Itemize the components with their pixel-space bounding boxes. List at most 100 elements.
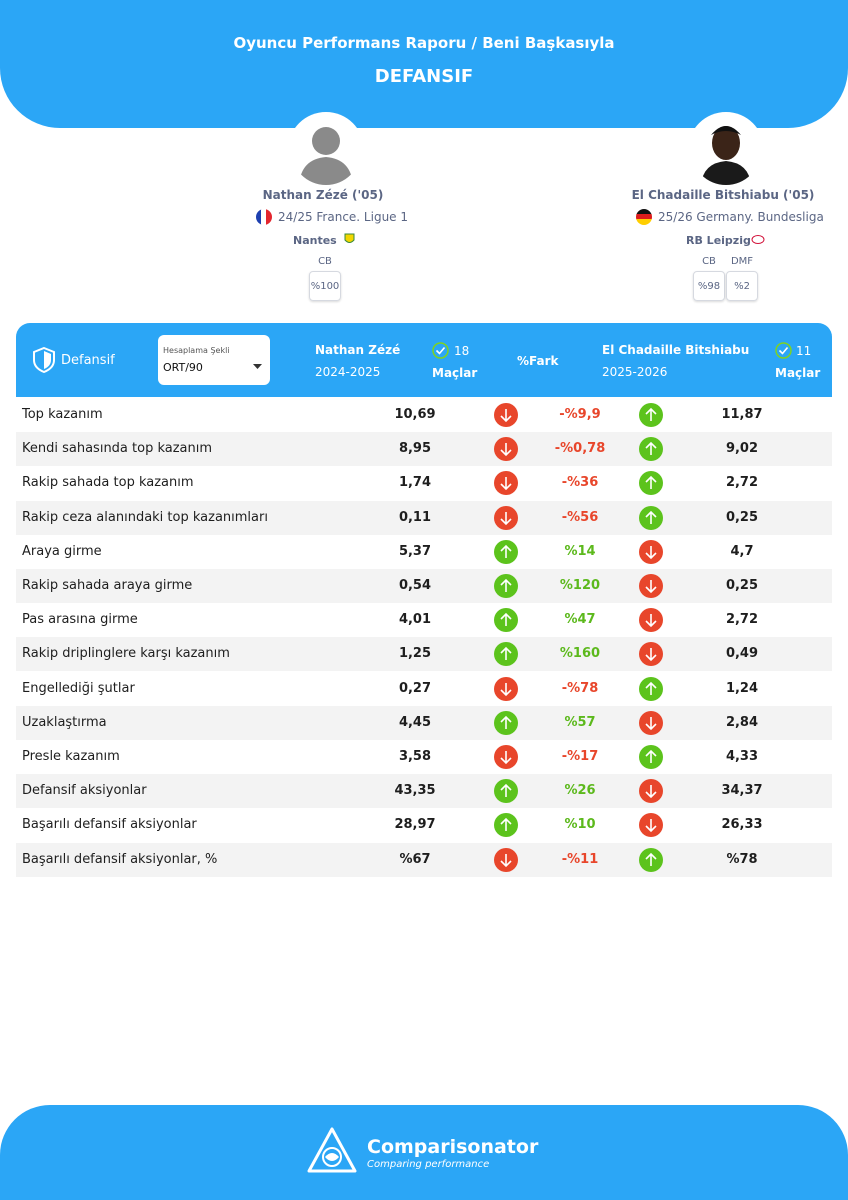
report-subtitle: DEFANSIF — [374, 66, 474, 87]
player1-value: %67 — [399, 851, 431, 867]
matches-label: Maçlar — [432, 366, 478, 380]
arrow-glyph — [500, 647, 512, 661]
player2-value: 4,33 — [725, 749, 759, 764]
position-label: DMF — [730, 256, 754, 267]
player1-value: 10,69 — [394, 407, 436, 422]
arrow-glyph — [645, 749, 657, 763]
arrow-glyph — [645, 442, 657, 456]
player1-value: 4,45 — [398, 714, 432, 730]
arrow-glyph — [500, 477, 512, 491]
team-badge — [344, 233, 355, 243]
arrow-down — [639, 574, 663, 598]
position-share: %100 — [309, 271, 341, 301]
arrow-down — [639, 539, 663, 564]
arrow-glyph — [500, 682, 512, 696]
player2-value: 2,72 — [725, 612, 759, 628]
arrow-down — [639, 608, 663, 633]
diff-value: %47 — [564, 612, 596, 628]
arrow-up — [494, 813, 518, 838]
arrow-down — [639, 779, 663, 804]
metric-label: Presle kazanım — [22, 749, 120, 764]
arrow-up — [639, 847, 663, 872]
diff-value: %10 — [564, 817, 596, 833]
shield-icon — [33, 347, 55, 373]
check-icon — [432, 342, 449, 359]
player2-value: %78 — [726, 851, 758, 867]
player2-value: 11,87 — [721, 407, 763, 422]
diff-value: -%56 — [561, 509, 599, 525]
arrow-glyph — [645, 407, 657, 421]
metric-label: Başarılı defansif aksiyonlar, % — [22, 851, 218, 867]
table-row: Rakip sahada top kazanım 1,74 -%36 2,72 — [16, 466, 832, 500]
position-share: %98 — [693, 271, 725, 301]
arrow-glyph — [500, 853, 512, 867]
arrow-up — [639, 403, 663, 427]
arrow-path — [645, 716, 657, 730]
metric-label: Uzaklaştırma — [22, 714, 107, 730]
report-title: Oyuncu Performans Raporu / Beni Başkasıy… — [233, 34, 615, 52]
arrow-path — [645, 580, 657, 594]
arrow-path — [645, 407, 657, 421]
footer-banner — [0, 1105, 848, 1200]
arrow-glyph — [645, 614, 657, 628]
player1-name: Nathan Zézé — [315, 343, 401, 357]
arrow-glyph — [500, 751, 512, 765]
arrow-up — [639, 745, 663, 769]
player2-value: 0,25 — [725, 509, 759, 525]
arrow-path — [500, 409, 512, 423]
arrow-down — [494, 437, 518, 462]
arrow-glyph — [645, 681, 657, 695]
arrow-path — [645, 614, 657, 628]
player1-value: 1,74 — [398, 475, 432, 491]
arrow-glyph — [645, 785, 657, 799]
metric-label: Pas arasına girme — [22, 612, 138, 628]
metric-label: Rakip sahada top kazanım — [22, 475, 194, 491]
arrow-glyph — [500, 578, 512, 592]
arrow-glyph — [645, 476, 657, 490]
arrow-path — [500, 784, 512, 798]
arrow-path — [500, 818, 512, 832]
diff-value: %57 — [564, 714, 596, 730]
table-row: Defansif aksiyonlar 43,35 %26 34,37 — [16, 774, 832, 809]
arrow-path — [500, 578, 512, 592]
player1-matches: 18 — [454, 344, 470, 358]
arrow-glyph — [645, 819, 657, 833]
table-row: Rakip driplinglere karşı kazanım 1,25 %160… — [16, 637, 832, 672]
arrow-glyph — [645, 716, 657, 730]
player2-value: 34,37 — [721, 783, 763, 799]
arrow-down — [494, 847, 518, 872]
player-team: Nantes — [293, 234, 337, 247]
flag-france — [256, 209, 272, 225]
team-badge — [751, 235, 765, 244]
player2-name: El Chadaille Bitshiabu — [602, 343, 750, 357]
table-row: Rakip ceza alanındaki top kazanımları 0,1… — [16, 500, 832, 535]
diff-value: %160 — [559, 646, 601, 662]
arrow-down — [494, 471, 518, 496]
table-header — [16, 323, 832, 397]
arrow-path — [500, 682, 512, 696]
table-row: Uzaklaştırma 4,45 %57 2,84 — [16, 705, 832, 740]
arrow-path — [645, 510, 657, 524]
player2-value: 4,7 — [730, 543, 754, 559]
arrow-path — [500, 647, 512, 661]
arrow-path — [500, 613, 512, 627]
arrow-path — [500, 544, 512, 558]
player1-period: 2024-2025 — [315, 365, 381, 379]
table-row: Başarılı defansif aksiyonlar, % %67 -%11 %7… — [16, 842, 832, 877]
player1-value: 28,97 — [394, 817, 436, 833]
player2-value: 2,84 — [725, 714, 759, 730]
arrow-glyph — [645, 545, 657, 559]
position-share: %2 — [726, 271, 758, 301]
diff-value: %26 — [564, 783, 596, 799]
metric-label: Rakip driplinglere karşı kazanım — [22, 646, 230, 662]
arrow-up — [494, 574, 518, 598]
brand-tagline: Comparing performance — [367, 1159, 490, 1170]
arrow-path — [645, 785, 657, 799]
arrow-glyph — [500, 511, 512, 525]
metric-label: Başarılı defansif aksiyonlar — [22, 817, 197, 833]
player2-value: 26,33 — [721, 817, 763, 833]
arrow-path — [645, 476, 657, 490]
arrow-glyph — [500, 613, 512, 627]
calc-dropdown[interactable]: Hesaplama Şekli ORT/90 — [158, 335, 270, 385]
dropdown-value: ORT/90 — [163, 361, 203, 374]
